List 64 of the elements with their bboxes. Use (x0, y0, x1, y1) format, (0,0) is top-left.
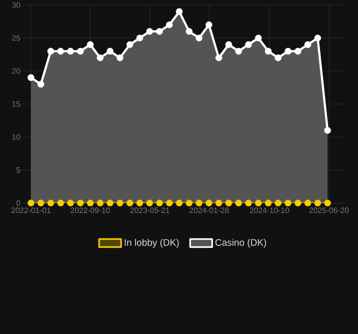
point (37, 80, 44, 88)
point (324, 127, 331, 134)
point (215, 200, 222, 206)
point (156, 28, 163, 35)
point (166, 200, 173, 206)
point (264, 48, 272, 55)
point (96, 54, 104, 62)
point (274, 54, 282, 62)
point (106, 48, 114, 55)
point (215, 54, 222, 62)
point (255, 200, 262, 206)
point (284, 48, 292, 55)
point (245, 41, 252, 48)
point (166, 21, 173, 28)
point (176, 8, 183, 15)
point (28, 200, 34, 206)
point (86, 41, 94, 48)
point (324, 200, 331, 206)
point (186, 28, 193, 35)
point (86, 200, 94, 206)
point (206, 200, 212, 206)
point (294, 48, 302, 55)
point (126, 41, 134, 48)
point (77, 200, 84, 206)
point (67, 48, 74, 55)
point (96, 200, 104, 206)
point (116, 54, 124, 62)
point (37, 200, 44, 206)
point (206, 21, 212, 28)
point (196, 34, 202, 42)
point (57, 48, 64, 55)
point (77, 48, 84, 55)
point (245, 200, 252, 206)
point (304, 200, 312, 206)
point (47, 200, 54, 206)
point (196, 200, 202, 206)
point (136, 200, 144, 206)
point (116, 200, 124, 206)
point (225, 200, 232, 206)
point (255, 34, 262, 42)
point (47, 48, 54, 55)
point (284, 200, 292, 206)
legend-label: In lobby (DK) (124, 238, 179, 248)
point (146, 28, 153, 35)
point (136, 34, 144, 42)
point (67, 200, 74, 206)
point (235, 200, 242, 206)
point (28, 74, 34, 81)
point (176, 200, 183, 206)
point (156, 200, 163, 206)
point (274, 200, 282, 206)
point (264, 200, 272, 206)
point (294, 200, 302, 206)
point (146, 200, 153, 206)
point (126, 200, 134, 206)
point (186, 200, 193, 206)
legend-label: Casino (DK) (215, 238, 266, 248)
point (314, 34, 322, 42)
point (235, 48, 242, 55)
point (57, 200, 64, 206)
point (225, 41, 232, 48)
point (304, 41, 312, 48)
point (314, 200, 322, 206)
point (106, 200, 114, 206)
